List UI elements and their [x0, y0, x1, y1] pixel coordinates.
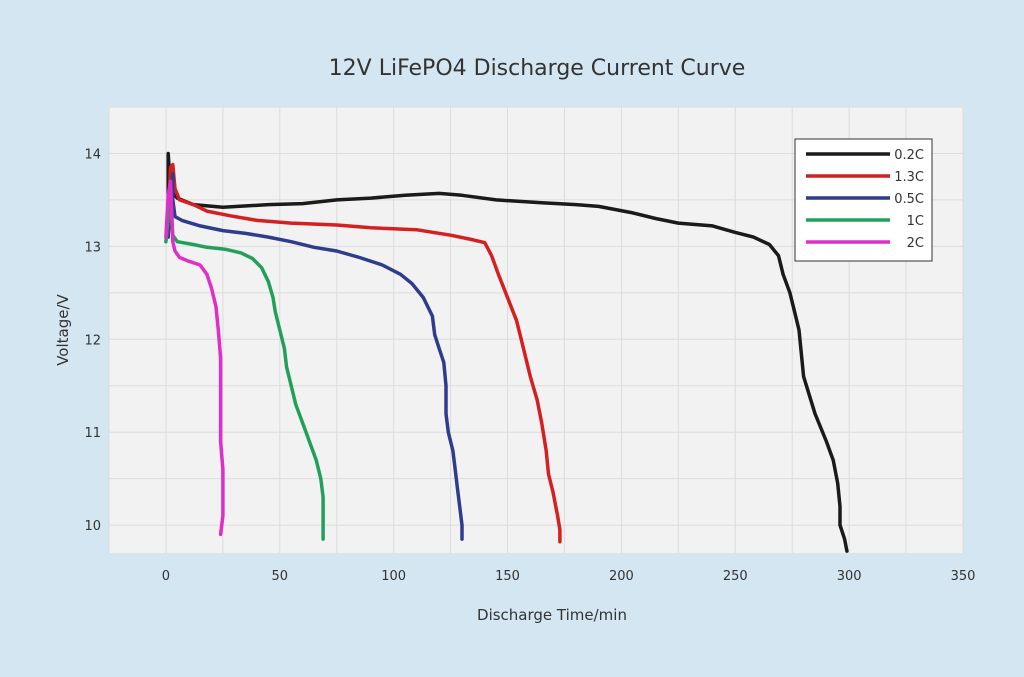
- axis-ticks: 0 50 100 150 200 250 300 350 10 11 12 13 14: [84, 147, 975, 584]
- legend-label: 1C: [907, 214, 924, 229]
- x-tick-label: 100: [381, 569, 406, 584]
- x-tick-label: 250: [723, 569, 748, 584]
- x-axis-label: Discharge Time/min: [477, 606, 627, 624]
- y-tick-label: 10: [84, 519, 101, 534]
- legend-label: 1.3C: [894, 170, 924, 185]
- series-lines: [164, 151, 849, 553]
- y-tick-label: 12: [84, 333, 101, 348]
- x-tick-label: 150: [495, 569, 520, 584]
- series-line-0-5c: [166, 172, 464, 541]
- legend-label: 0.2C: [894, 148, 924, 163]
- chart-title: 12V LiFePO4 Discharge Current Curve: [329, 56, 746, 81]
- y-axis-label: Voltage/V: [54, 293, 72, 365]
- y-tick-label: 11: [84, 426, 101, 441]
- y-tick-label: 13: [84, 240, 101, 255]
- series-line-1-3c: [166, 162, 562, 544]
- legend: 0.2C 1.3C 0.5C 1C 2C: [794, 138, 933, 262]
- x-tick-label: 50: [272, 569, 289, 584]
- y-tick-label: 14: [84, 147, 101, 162]
- x-tick-label: 300: [837, 569, 862, 584]
- x-tick-label: 350: [951, 569, 976, 584]
- gridlines: [108, 106, 964, 553]
- x-tick-label: 0: [162, 569, 170, 584]
- x-tick-label: 200: [609, 569, 634, 584]
- series-line-1c: [164, 193, 325, 541]
- series-line-0-2c: [166, 151, 849, 553]
- legend-label: 2C: [907, 236, 924, 251]
- series-line-2c: [164, 179, 225, 537]
- legend-label: 0.5C: [894, 192, 924, 207]
